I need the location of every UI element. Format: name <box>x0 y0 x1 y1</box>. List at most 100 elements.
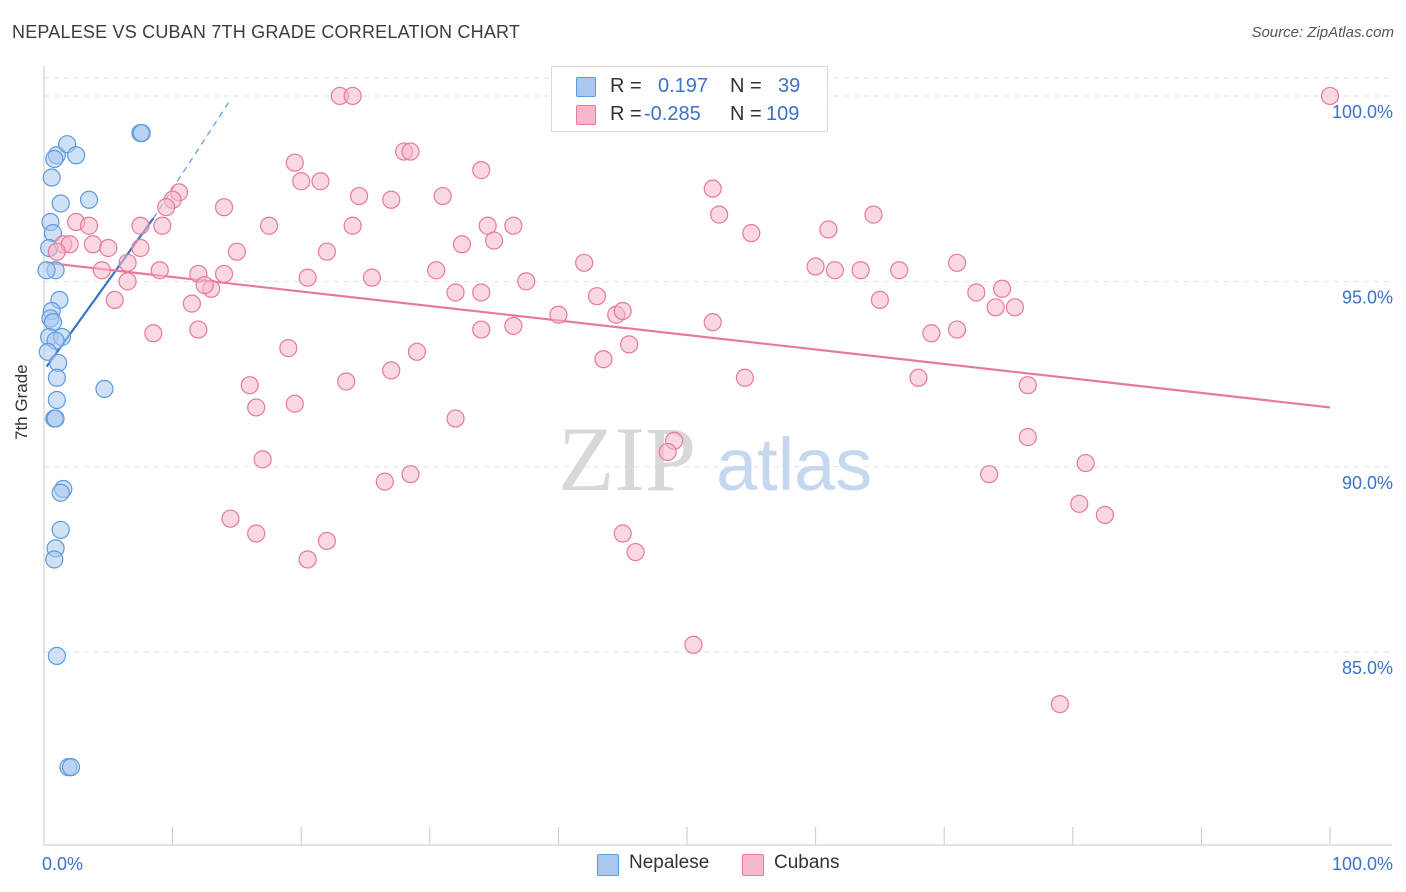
point-cubans <box>349 186 369 206</box>
legend-swatch-nepalese <box>576 77 596 97</box>
point-cubans <box>247 524 266 543</box>
point-cubans <box>279 339 298 358</box>
point-cubans <box>1050 694 1070 714</box>
legend-r-label: R = <box>610 103 642 125</box>
legend-r-value: -0.285 <box>644 103 701 125</box>
point-cubans <box>806 257 825 276</box>
point-cubans <box>214 198 234 217</box>
point-cubans <box>118 272 137 291</box>
point-cubans <box>472 283 491 302</box>
point-cubans <box>446 283 465 302</box>
point-cubans <box>684 635 703 654</box>
axes <box>43 66 1392 846</box>
point-cubans <box>947 253 967 272</box>
point-cubans <box>864 205 883 224</box>
point-cubans <box>292 172 311 191</box>
point-cubans <box>742 224 761 243</box>
point-nepalese <box>47 390 66 410</box>
point-cubans <box>710 205 729 224</box>
point-cubans <box>407 342 427 361</box>
point-cubans <box>703 179 722 198</box>
bottom-legend-label: Nepalese <box>629 852 710 873</box>
point-cubans <box>1018 428 1037 447</box>
point-cubans <box>1070 494 1089 513</box>
point-cubans <box>472 320 491 339</box>
point-cubans <box>343 216 362 235</box>
watermark-zip: ZIP <box>558 408 696 510</box>
point-cubans <box>105 290 124 310</box>
point-cubans <box>317 531 337 551</box>
y-tick-label: 95.0% <box>1342 287 1393 307</box>
x-tick-label: 100.0% <box>1332 854 1393 874</box>
point-cubans <box>1005 298 1025 317</box>
source-label: Source: ZipAtlas.com <box>1251 24 1394 41</box>
point-cubans <box>890 261 909 280</box>
point-cubans <box>157 198 176 217</box>
point-cubans <box>317 242 337 261</box>
legend-n-value: 39 <box>778 75 801 97</box>
point-nepalese <box>95 379 114 398</box>
point-cubans <box>382 361 401 380</box>
point-nepalese <box>79 190 99 209</box>
point-nepalese <box>45 149 64 169</box>
point-cubans <box>485 231 504 250</box>
point-cubans <box>1018 376 1037 395</box>
point-cubans <box>247 398 266 417</box>
point-cubans <box>240 376 259 395</box>
point-cubans <box>285 394 304 413</box>
point-cubans <box>343 86 362 106</box>
gridlines <box>44 77 1392 653</box>
point-nepalese <box>37 261 56 280</box>
point-nepalese <box>38 342 57 361</box>
point-cubans <box>504 216 523 235</box>
point-cubans <box>153 216 172 235</box>
point-cubans <box>870 290 890 310</box>
point-cubans <box>620 335 639 354</box>
point-cubans <box>131 238 150 258</box>
point-cubans <box>825 261 844 280</box>
point-cubans <box>150 261 169 280</box>
point-nepalese <box>132 123 151 143</box>
point-cubans <box>703 313 722 332</box>
point-cubans <box>819 220 838 239</box>
point-cubans <box>909 368 928 387</box>
point-cubans <box>1076 453 1095 473</box>
point-cubans <box>980 465 999 484</box>
point-cubans <box>83 235 102 254</box>
point-cubans <box>221 509 240 528</box>
point-nepalese <box>43 313 63 332</box>
point-cubans <box>401 465 420 484</box>
point-cubans <box>433 186 452 206</box>
point-cubans <box>472 161 491 180</box>
legend-n-label: N = <box>730 75 762 97</box>
y-tick-label: 90.0% <box>1342 473 1393 493</box>
point-cubans <box>311 172 330 191</box>
point-cubans <box>337 372 356 391</box>
point-cubans <box>1320 86 1340 106</box>
point-cubans <box>285 153 304 172</box>
point-cubans <box>118 253 137 272</box>
point-cubans <box>504 316 523 335</box>
x-tick-label: 0.0% <box>42 854 83 874</box>
point-cubans <box>613 301 632 321</box>
point-cubans <box>131 216 150 235</box>
point-cubans <box>259 216 279 235</box>
point-nepalese <box>42 168 61 187</box>
point-cubans <box>362 268 382 287</box>
point-cubans <box>922 324 941 343</box>
point-nepalese <box>67 146 86 165</box>
point-cubans <box>575 253 594 272</box>
point-nepalese <box>47 368 66 387</box>
point-nepalese <box>51 520 70 539</box>
point-cubans <box>967 283 986 302</box>
point-nepalese <box>45 550 64 569</box>
point-cubans <box>195 275 214 295</box>
point-cubans <box>1095 505 1115 525</box>
point-cubans <box>851 261 870 280</box>
point-cubans <box>189 320 208 339</box>
point-nepalese <box>46 409 65 428</box>
point-cubans <box>214 264 234 284</box>
point-cubans <box>298 268 317 287</box>
point-cubans <box>92 261 111 280</box>
point-cubans <box>375 472 394 491</box>
